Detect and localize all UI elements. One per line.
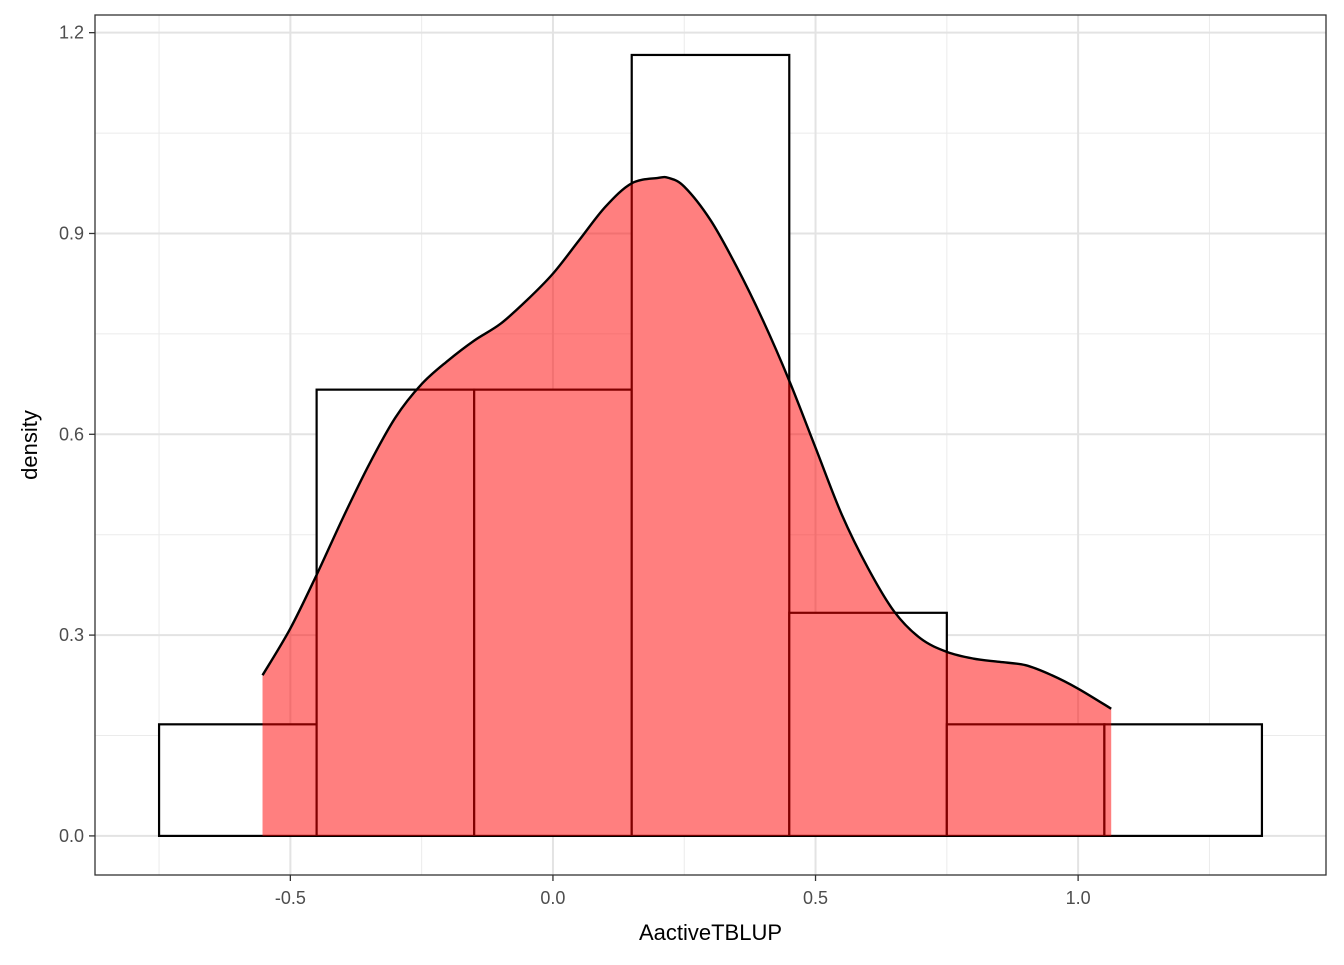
x-tick-label: -0.5 — [275, 888, 306, 908]
y-tick-label: 0.3 — [59, 625, 84, 645]
panel-border — [94, 14, 1327, 876]
axis-ticks — [89, 32, 1079, 881]
y-tick-label: 1.2 — [59, 23, 84, 43]
x-tick-label: 0.5 — [803, 888, 828, 908]
x-axis-title: AactiveTBLUP — [639, 920, 782, 945]
histogram-bar-7 — [1103, 723, 1264, 838]
y-tick-label: 0.0 — [59, 826, 84, 846]
y-tick-label: 0.9 — [59, 223, 84, 243]
density-area — [262, 177, 1112, 836]
density-line — [261, 175, 1112, 710]
y-tick-label: 0.6 — [59, 424, 84, 444]
tick-labels: -0.5 0.0 0.5 1.0 0.0 0.3 0.6 0.9 1.2 — [59, 23, 1091, 908]
x-tick-label: 1.0 — [1066, 888, 1091, 908]
y-axis-title: density — [17, 410, 42, 480]
x-tick-label: 0.0 — [540, 888, 565, 908]
density-layer — [261, 175, 1112, 836]
